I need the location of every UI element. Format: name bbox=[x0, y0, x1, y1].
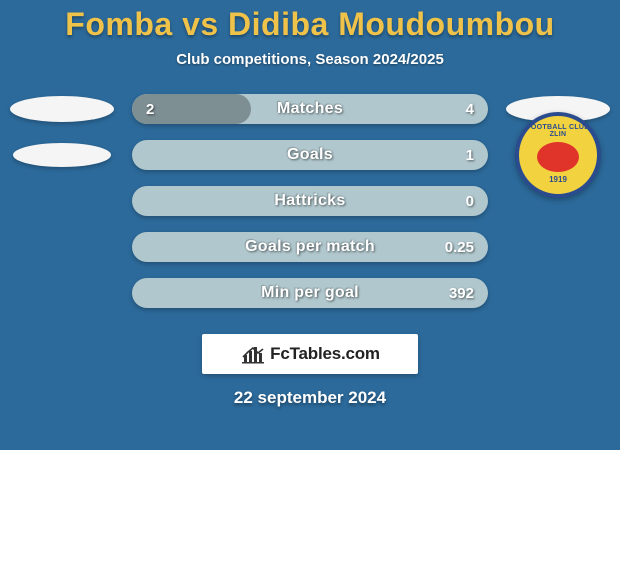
left-slot bbox=[10, 89, 114, 129]
stat-label: Goals bbox=[132, 140, 488, 170]
stat-bar: 24Matches bbox=[132, 94, 488, 124]
stat-label: Goals per match bbox=[132, 232, 488, 262]
left-slot bbox=[10, 181, 114, 221]
left-slot bbox=[10, 273, 114, 313]
stat-row: 0.25Goals per match bbox=[0, 224, 620, 270]
right-slot bbox=[506, 273, 610, 313]
club-logo-year: 1919 bbox=[519, 175, 597, 184]
stat-bar: 0.25Goals per match bbox=[132, 232, 488, 262]
comparison-widget: Fomba vs Didiba Moudoumbou Club competit… bbox=[0, 0, 620, 450]
left-slot bbox=[10, 227, 114, 267]
right-slot bbox=[506, 227, 610, 267]
page-title: Fomba vs Didiba Moudoumbou bbox=[0, 6, 620, 43]
club-left-ellipse bbox=[13, 143, 111, 167]
stat-bar: 0Hattricks bbox=[132, 186, 488, 216]
footer-date: 22 september 2024 bbox=[0, 388, 620, 408]
brand-text: FcTables.com bbox=[270, 344, 380, 364]
stat-bar: 1Goals bbox=[132, 140, 488, 170]
subtitle: Club competitions, Season 2024/2025 bbox=[0, 51, 620, 68]
left-slot bbox=[10, 135, 114, 175]
stat-label: Min per goal bbox=[132, 278, 488, 308]
brand-chart-icon bbox=[240, 343, 266, 365]
stat-label: Hattricks bbox=[132, 186, 488, 216]
club-logo-text: FOOTBALL CLUB ZLIN bbox=[519, 124, 597, 138]
right-slot: FOOTBALL CLUB ZLIN1919 bbox=[506, 135, 610, 175]
player-left-ellipse bbox=[10, 96, 114, 122]
brand-badge[interactable]: FcTables.com bbox=[202, 334, 418, 374]
club-logo: FOOTBALL CLUB ZLIN 1919 bbox=[515, 112, 601, 198]
stat-row: 392Min per goal bbox=[0, 270, 620, 316]
stat-label: Matches bbox=[132, 94, 488, 124]
stat-bar: 392Min per goal bbox=[132, 278, 488, 308]
stat-row: 1Goals FOOTBALL CLUB ZLIN1919 bbox=[0, 132, 620, 178]
club-logo-ball-icon bbox=[537, 142, 579, 172]
stats-rows: 24Matches1GoalsFOOTBALL CLUB ZLIN19190Ha… bbox=[0, 86, 620, 316]
